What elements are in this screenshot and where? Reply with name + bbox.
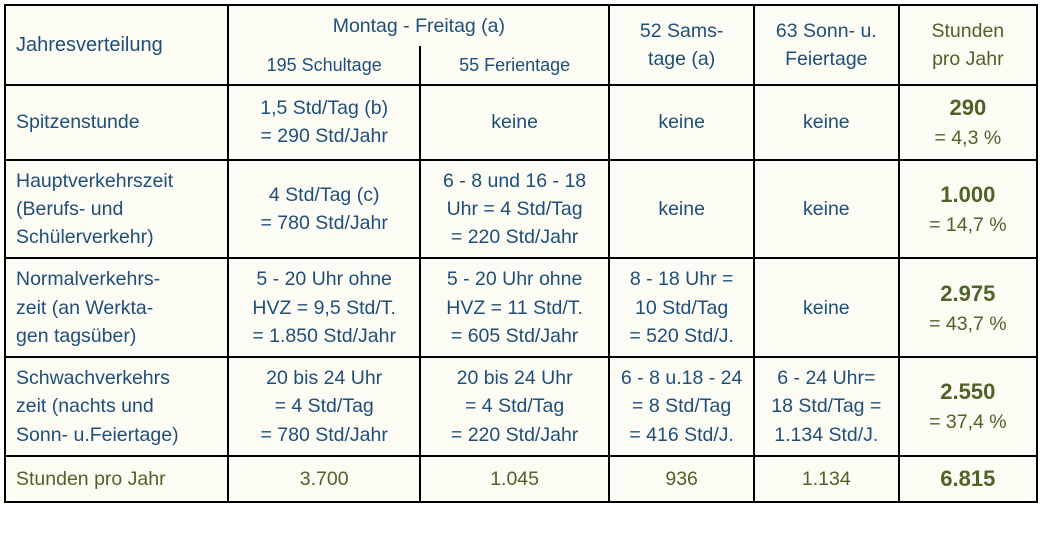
footer-cell: 1.134	[754, 456, 899, 502]
row-sum: 2.975= 43,7 %	[899, 258, 1037, 357]
cell: 5 - 20 Uhr ohneHVZ = 9,5 Std/T.= 1.850 S…	[228, 258, 420, 357]
footer-cell: 1.045	[420, 456, 609, 502]
row-label: Normalverkehrs-zeit (an Werkta-gen tagsü…	[5, 258, 228, 357]
cell: 1,5 Std/Tag (b)= 290 Std/Jahr	[228, 85, 420, 159]
cell: keine	[609, 160, 754, 259]
cell: 6 - 8 und 16 - 18Uhr = 4 Std/Tag= 220 St…	[420, 160, 609, 259]
header-stunden: Stundenpro Jahr	[899, 5, 1037, 85]
cell: keine	[754, 258, 899, 357]
header-samstage: 52 Sams-tage (a)	[609, 5, 754, 85]
row-sum: 1.000= 14,7 %	[899, 160, 1037, 259]
row-sum: 2.550= 37,4 %	[899, 357, 1037, 456]
row-label: Schwachverkehrszeit (nachts undSonn- u.F…	[5, 357, 228, 456]
header-mon-fri: Montag - Freitag (a)	[228, 5, 609, 46]
header-sonntage: 63 Sonn- u.Feiertage	[754, 5, 899, 85]
header-jahresverteilung: Jahresverteilung	[5, 5, 228, 85]
footer-cell: 936	[609, 456, 754, 502]
cell: 6 - 8 u.18 - 24= 8 Std/Tag= 416 Std/J.	[609, 357, 754, 456]
footer-label: Stunden pro Jahr	[5, 456, 228, 502]
table-row: Hauptverkehrszeit(Berufs- undSchülerverk…	[5, 160, 1037, 259]
cell: 6 - 24 Uhr=18 Std/Tag =1.134 Std/J.	[754, 357, 899, 456]
footer-row: Stunden pro Jahr 3.700 1.045 936 1.134 6…	[5, 456, 1037, 502]
header-ferientage: 55 Ferientage	[420, 46, 609, 85]
cell: 20 bis 24 Uhr= 4 Std/Tag= 220 Std/Jahr	[420, 357, 609, 456]
cell: keine	[754, 160, 899, 259]
cell: 20 bis 24 Uhr= 4 Std/Tag= 780 Std/Jahr	[228, 357, 420, 456]
row-label: Spitzenstunde	[5, 85, 228, 159]
table-row: Schwachverkehrszeit (nachts undSonn- u.F…	[5, 357, 1037, 456]
footer-total: 6.815	[899, 456, 1037, 502]
cell: 8 - 18 Uhr =10 Std/Tag= 520 Std/J.	[609, 258, 754, 357]
table-row: Normalverkehrs-zeit (an Werkta-gen tagsü…	[5, 258, 1037, 357]
cell: keine	[420, 85, 609, 159]
row-sum: 290= 4,3 %	[899, 85, 1037, 159]
cell: 5 - 20 Uhr ohneHVZ = 11 Std/T.= 605 Std/…	[420, 258, 609, 357]
jahresverteilung-table: Jahresverteilung Montag - Freitag (a) 52…	[4, 4, 1038, 503]
header-schultage: 195 Schultage	[228, 46, 420, 85]
cell: keine	[609, 85, 754, 159]
row-label: Hauptverkehrszeit(Berufs- undSchülerverk…	[5, 160, 228, 259]
table-row: Spitzenstunde 1,5 Std/Tag (b)= 290 Std/J…	[5, 85, 1037, 159]
footer-cell: 3.700	[228, 456, 420, 502]
cell: keine	[754, 85, 899, 159]
cell: 4 Std/Tag (c)= 780 Std/Jahr	[228, 160, 420, 259]
